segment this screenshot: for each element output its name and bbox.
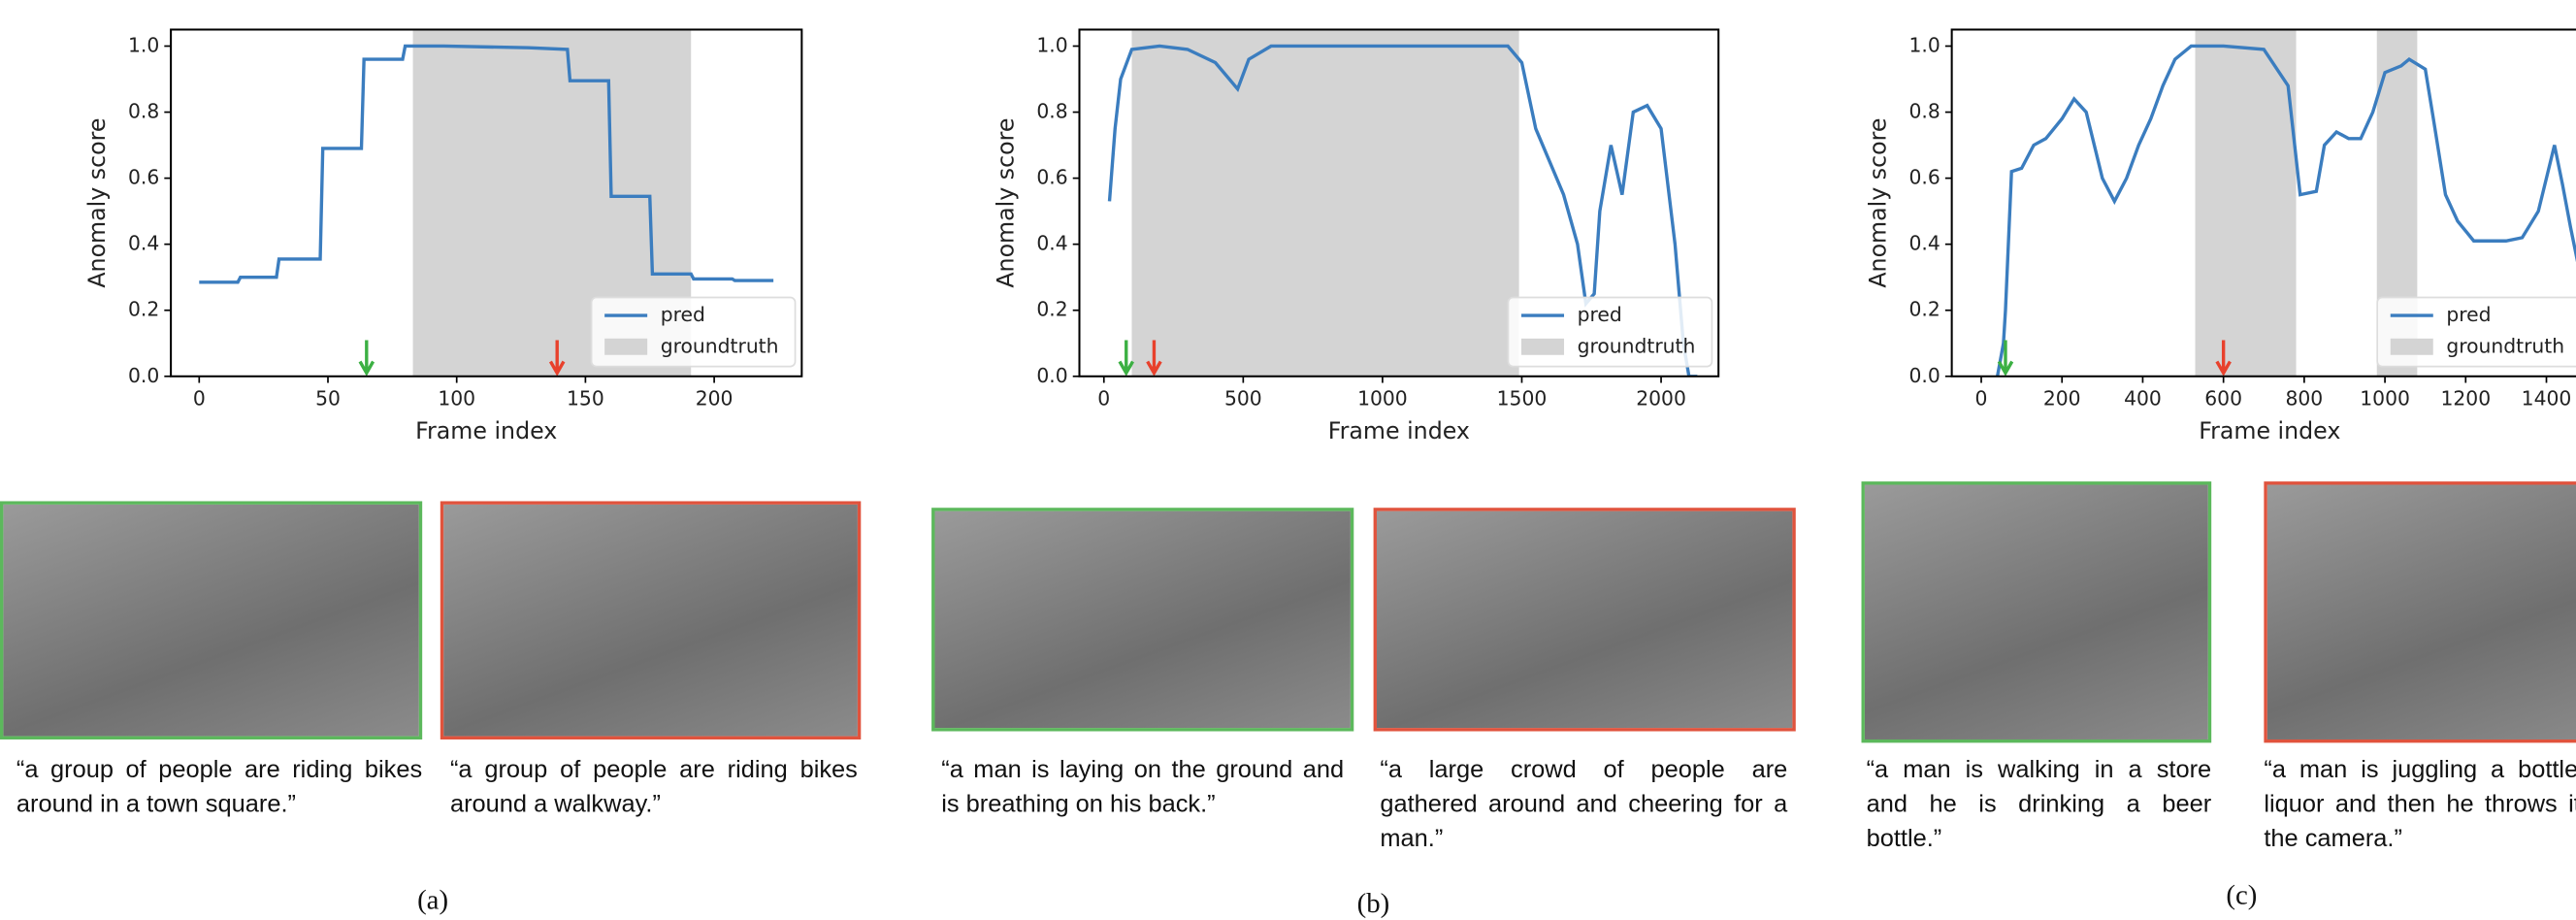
caption: “a large crowd of people are gathered ar…: [1380, 753, 1787, 857]
caption: “a group of people are riding bikes arou…: [16, 753, 422, 822]
video-frame: [1862, 481, 2212, 742]
x-tick-label: 200: [696, 386, 734, 410]
y-tick-label: 0.6: [1036, 166, 1067, 189]
caption: “a man is walking in a store and he is d…: [1867, 753, 2212, 857]
y-tick-label: 1.0: [128, 33, 159, 56]
legend-label: pred: [661, 303, 705, 326]
y-tick-label: 0.2: [1909, 298, 1940, 321]
y-axis-label: Anomaly score: [1865, 118, 1892, 288]
x-tick-label: 0: [1975, 386, 1988, 410]
caption: “a man is juggling a bottle of liquor an…: [2264, 753, 2576, 857]
y-tick-label: 0.4: [1909, 232, 1940, 255]
legend-label: groundtruth: [661, 334, 779, 357]
x-tick-label: 400: [2124, 386, 2162, 410]
video-frame: [0, 501, 422, 739]
figure: 0.0 0.2 0.4 0.6 0.8 1.0 0 50 100 150 200 Frame inde…: [0, 0, 2576, 919]
x-tick-label: 50: [315, 386, 341, 410]
y-tick-label: 0.6: [128, 166, 159, 189]
y-tick-label: 0.8: [128, 100, 159, 123]
y-tick-label: 0.0: [1036, 364, 1067, 387]
x-tick-label: 800: [2285, 386, 2323, 410]
y-tick-label: 0.4: [1036, 232, 1067, 255]
caption: “a group of people are riding bikes arou…: [450, 753, 858, 822]
panel-label: (c): [2226, 879, 2257, 912]
video-frame: [931, 508, 1353, 731]
x-tick-label: 0: [193, 386, 206, 410]
y-tick-label: 1.0: [1036, 33, 1067, 56]
chart: 0.0 0.2 0.4 0.6 0.8 1.0 0 50 100 150 200 Frame inde…: [83, 29, 801, 444]
page: 0.0 0.2 0.4 0.6 0.8 1.0 0 50 100 150 200 Frame inde…: [0, 0, 2576, 919]
y-tick-label: 0.2: [1036, 298, 1067, 321]
y-tick-label: 0.2: [128, 298, 159, 321]
charts: 0.0 0.2 0.4 0.6 0.8 1.0 0 50 100 150 200 Frame inde…: [0, 0, 2576, 493]
x-tick-label: 600: [2204, 386, 2242, 410]
x-tick-label: 1000: [2360, 386, 2410, 410]
groundtruth-region: [2196, 29, 2297, 376]
y-tick-label: 0.8: [1036, 100, 1067, 123]
x-tick-label: 500: [1224, 386, 1262, 410]
y-tick-label: 0.6: [1909, 166, 1940, 189]
legend-swatch: [604, 339, 647, 355]
y-tick-label: 0.0: [1909, 364, 1940, 387]
x-axis-label: Frame index: [415, 417, 557, 444]
x-tick-label: 1000: [1357, 386, 1408, 410]
x-tick-label: 150: [567, 386, 604, 410]
x-tick-label: 1500: [1497, 386, 1548, 410]
x-tick-label: 1400: [2522, 386, 2572, 410]
y-tick-label: 0.8: [1909, 100, 1940, 123]
frame-arrow: [1120, 341, 1133, 374]
x-tick-label: 1200: [2440, 386, 2491, 410]
legend-swatch: [2391, 339, 2433, 355]
x-tick-label: 100: [438, 386, 475, 410]
chart: 0.0 0.2 0.4 0.6 0.8 1.0 0 500 1000 1500 2000 Frame …: [992, 29, 1718, 444]
video-frame: [1374, 508, 1796, 731]
panel-label: (b): [1357, 887, 1390, 920]
panel-label: (a): [417, 884, 448, 917]
y-tick-label: 0.0: [128, 364, 159, 387]
caption: “a man is laying on the ground and is br…: [941, 753, 1344, 822]
video-frame: [440, 501, 861, 739]
y-tick-label: 1.0: [1909, 33, 1940, 56]
video-frame: [2264, 481, 2576, 742]
groundtruth-region: [1131, 29, 1518, 376]
frame-arrow: [360, 341, 374, 374]
legend-swatch: [1521, 339, 1564, 355]
x-tick-label: 0: [1097, 386, 1110, 410]
legend-label: pred: [1578, 303, 1622, 326]
y-axis-label: Anomaly score: [83, 118, 111, 288]
x-axis-label: Frame index: [1328, 417, 1470, 444]
legend-label: groundtruth: [1578, 334, 1696, 357]
y-tick-label: 0.4: [128, 232, 159, 255]
x-tick-label: 200: [2043, 386, 2081, 410]
chart: 0.0 0.2 0.4 0.6 0.8 1.0 0 200 400 600 800 1000 1200 1…: [1865, 29, 2576, 444]
x-axis-label: Frame index: [2199, 417, 2340, 444]
legend-label: pred: [2446, 303, 2491, 326]
legend-label: groundtruth: [2446, 334, 2564, 357]
y-axis-label: Anomaly score: [992, 118, 1019, 288]
x-tick-label: 2000: [1636, 386, 1686, 410]
